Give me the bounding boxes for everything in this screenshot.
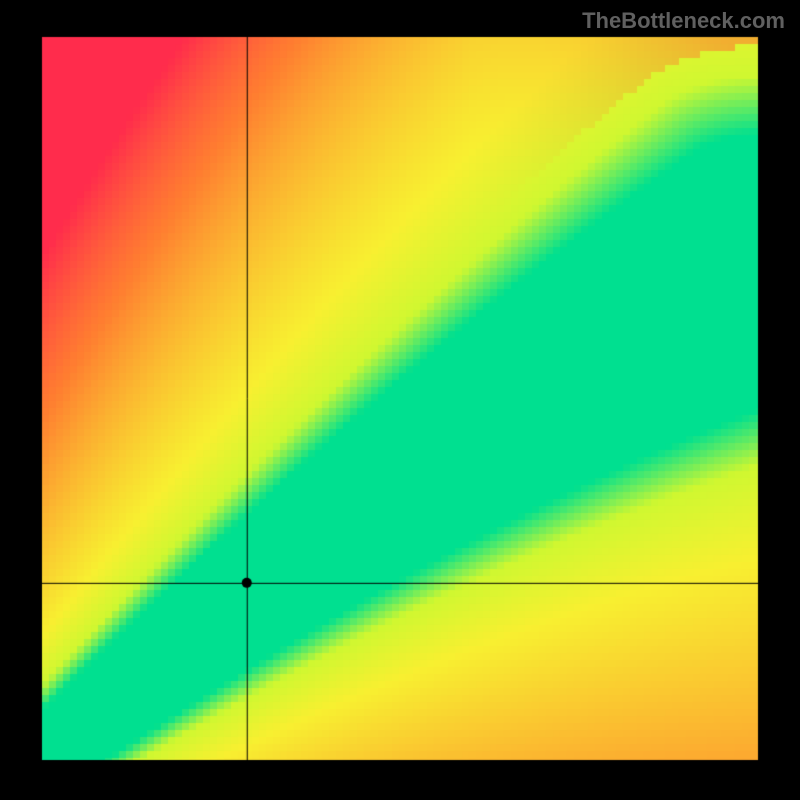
watermark-text: TheBottleneck.com bbox=[582, 8, 785, 34]
bottleneck-heatmap bbox=[0, 0, 800, 800]
